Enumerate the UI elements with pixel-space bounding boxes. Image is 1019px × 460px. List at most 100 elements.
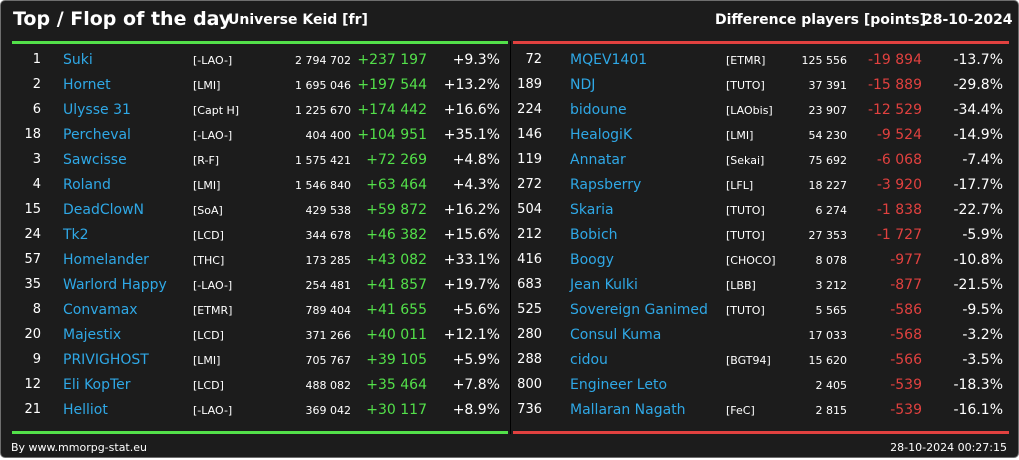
percent-change: -21.5% [953, 277, 1003, 293]
flop-row: 72 MQEV1401 [ETMR] 125 556 -19 894 -13.7% [513, 48, 1010, 73]
player-name-link[interactable]: Rapsberry [570, 177, 642, 193]
player-rank: 683 [517, 277, 542, 292]
player-name-link[interactable]: Sawcisse [63, 152, 127, 168]
percent-change: -7.4% [962, 152, 1003, 168]
player-name-link[interactable]: Roland [63, 177, 111, 193]
alliance-tag: [LMI] [193, 79, 221, 92]
points-difference: -3 920 [876, 177, 922, 193]
top-accent-bar [12, 41, 508, 44]
percent-change: -5.9% [962, 227, 1003, 243]
alliance-tag: [R-F] [193, 154, 220, 167]
generated-timestamp: 28-10-2024 00:27:15 [890, 441, 1007, 454]
metric-label: Difference players [points] [715, 12, 927, 28]
player-rank: 21 [24, 402, 41, 417]
player-rank: 57 [24, 252, 41, 267]
alliance-tag: [FeC] [726, 404, 755, 417]
points-difference: +30 117 [366, 402, 427, 418]
player-name-link[interactable]: Tk2 [63, 227, 89, 243]
player-name-link[interactable]: Convamax [63, 302, 138, 318]
top-row: 57 Homelander [THC] 173 285 +43 082 +33.1% [11, 248, 508, 273]
player-name-link[interactable]: HealogiK [570, 127, 633, 143]
player-name-link[interactable]: Hornet [63, 77, 111, 93]
player-name-link[interactable]: PRIVIGHOST [63, 352, 149, 368]
percent-change: -17.7% [953, 177, 1003, 193]
percent-change: +16.2% [443, 202, 500, 218]
top-row: 24 Tk2 [LCD] 344 678 +46 382 +15.6% [11, 223, 508, 248]
universe-label: Universe Keid [fr] [228, 12, 368, 28]
player-name-link[interactable]: Consul Kuma [570, 327, 662, 343]
player-points: 488 082 [305, 379, 352, 392]
player-name-link[interactable]: Homelander [63, 252, 149, 268]
alliance-tag: [THC] [193, 254, 225, 267]
percent-change: -34.4% [953, 102, 1003, 118]
percent-change: +4.8% [452, 152, 500, 168]
alliance-tag: [LCD] [193, 229, 224, 242]
player-rank: 280 [517, 327, 542, 342]
top-row: 12 Eli KopTer [LCD] 488 082 +35 464 +7.8% [11, 373, 508, 398]
player-rank: 3 [32, 152, 41, 167]
points-difference: -1 838 [876, 202, 922, 218]
player-points: 1 225 670 [295, 104, 351, 117]
points-difference: +41 857 [366, 277, 427, 293]
points-difference: -877 [890, 277, 922, 293]
top-row: 3 Sawcisse [R-F] 1 575 421 +72 269 +4.8% [11, 148, 508, 173]
player-points: 17 033 [808, 329, 848, 342]
player-name-link[interactable]: Mallaran Nagath [570, 402, 686, 418]
points-difference: -9 524 [876, 127, 922, 143]
points-difference: -977 [890, 252, 922, 268]
player-rank: 1 [32, 52, 41, 67]
percent-change: +9.3% [452, 52, 500, 68]
player-rank: 24 [24, 227, 41, 242]
player-name-link[interactable]: DeadClowN [63, 202, 145, 218]
percent-change: +12.1% [443, 327, 500, 343]
player-name-link[interactable]: Annatar [570, 152, 626, 168]
player-name-link[interactable]: Jean Kulki [570, 277, 638, 293]
alliance-tag: [BGT94] [726, 354, 771, 367]
top-row: 2 Hornet [LMI] 1 695 046 +197 544 +13.2% [11, 73, 508, 98]
points-difference: +39 105 [366, 352, 427, 368]
player-name-link[interactable]: NDJ [570, 77, 596, 93]
player-rank: 189 [517, 77, 542, 92]
flop-row: 189 NDJ [TUTO] 37 391 -15 889 -29.8% [513, 73, 1010, 98]
player-name-link[interactable]: Boogy [570, 252, 614, 268]
player-name-link[interactable]: cidou [570, 352, 608, 368]
player-points: 2 815 [815, 404, 848, 417]
flop-row: 119 Annatar [Sekai] 75 692 -6 068 -7.4% [513, 148, 1010, 173]
percent-change: +7.8% [452, 377, 500, 393]
alliance-tag: [LMI] [726, 129, 754, 142]
player-name-link[interactable]: bidoune [570, 102, 627, 118]
player-rank: 4 [32, 177, 41, 192]
player-points: 1 575 421 [295, 154, 351, 167]
alliance-tag: [LFL] [726, 179, 754, 192]
player-name-link[interactable]: Engineer Leto [570, 377, 668, 393]
player-name-link[interactable]: Warlord Happy [63, 277, 167, 293]
flop-table: 72 MQEV1401 [ETMR] 125 556 -19 894 -13.7% 189 N… [513, 48, 1010, 423]
player-rank: 736 [517, 402, 542, 417]
player-name-link[interactable]: Ulysse 31 [63, 102, 131, 118]
player-rank: 15 [24, 202, 41, 217]
player-points: 173 285 [305, 254, 352, 267]
flop-row: 146 HealogiK [LMI] 54 230 -9 524 -14.9% [513, 123, 1010, 148]
flop-row: 288 cidou [BGT94] 15 620 -566 -3.5% [513, 348, 1010, 373]
alliance-tag: [TUTO] [726, 204, 765, 217]
flop-row: 800 Engineer Leto 2 405 -539 -18.3% [513, 373, 1010, 398]
player-points: 5 565 [815, 304, 848, 317]
points-difference: -6 068 [876, 152, 922, 168]
player-name-link[interactable]: Eli KopTer [63, 377, 131, 393]
top-bottom-bar [12, 431, 508, 434]
player-name-link[interactable]: Skaria [570, 202, 614, 218]
player-name-link[interactable]: Majestix [63, 327, 122, 343]
player-name-link[interactable]: MQEV1401 [570, 52, 648, 68]
points-difference: -566 [890, 352, 922, 368]
points-difference: -539 [890, 402, 922, 418]
player-name-link[interactable]: Sovereign Ganimed [570, 302, 708, 318]
top-row: 35 Warlord Happy [-LAO-] 254 481 +41 857 +19.… [11, 273, 508, 298]
player-name-link[interactable]: Helliot [63, 402, 108, 418]
percent-change: -29.8% [953, 77, 1003, 93]
player-rank: 18 [24, 127, 41, 142]
points-difference: -19 894 [867, 52, 922, 68]
player-rank: 9 [32, 352, 41, 367]
player-name-link[interactable]: Percheval [63, 127, 131, 143]
player-name-link[interactable]: Bobich [570, 227, 618, 243]
player-name-link[interactable]: Suki [63, 52, 93, 68]
